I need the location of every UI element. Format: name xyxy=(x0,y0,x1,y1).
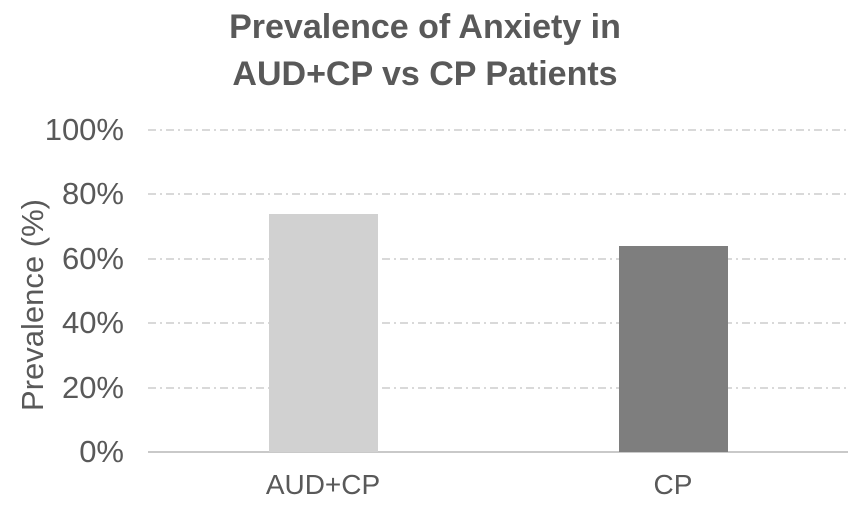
ytick-label-0: 0% xyxy=(79,434,124,469)
bar-cp xyxy=(618,245,728,452)
ytick-label-100: 100% xyxy=(44,112,124,147)
x-axis-line xyxy=(148,451,848,453)
xtick-label-cp: CP xyxy=(653,469,693,500)
chart-title-line-2: AUD+CP vs CP Patients xyxy=(232,55,618,93)
gridline-60 xyxy=(148,257,848,260)
gridline-100 xyxy=(148,129,848,131)
ytick-label-40: 40% xyxy=(61,305,124,341)
chart-title-line-1: Prevalence of Anxiety in xyxy=(229,8,621,46)
chart-title: Prevalence of Anxiety in AUD+CP vs CP Pa… xyxy=(0,4,850,98)
ytick-label-20: 20% xyxy=(61,369,124,405)
gridline-20 xyxy=(148,386,848,389)
gridline-80 xyxy=(148,193,848,196)
gridline-40 xyxy=(148,322,848,325)
bar-aud-cp xyxy=(268,213,378,452)
xtick-label-aud-cp: AUD+CP xyxy=(265,469,381,500)
ytick-label-60: 60% xyxy=(61,240,124,276)
ytick-label-80: 80% xyxy=(61,176,124,212)
